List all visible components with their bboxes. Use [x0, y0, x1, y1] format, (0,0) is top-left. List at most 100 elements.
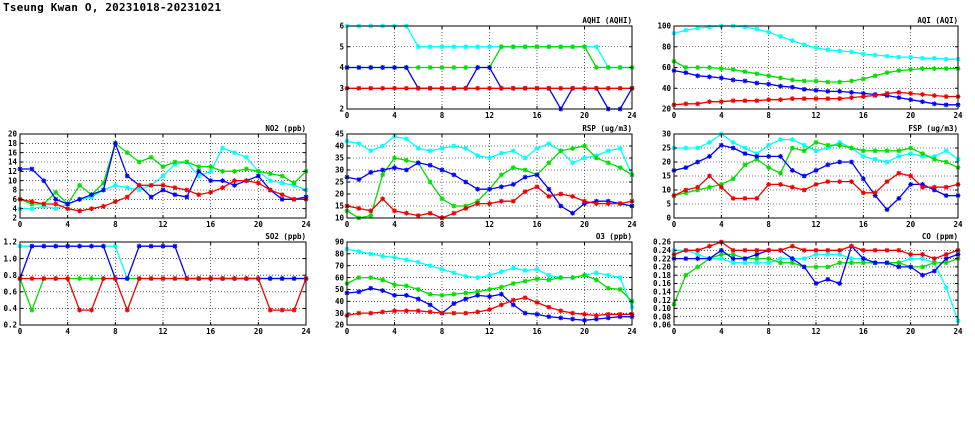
data-point [415, 85, 421, 91]
data-point [368, 65, 374, 70]
data-point [570, 160, 576, 166]
data-point [931, 55, 937, 61]
data-point [943, 56, 949, 62]
data-point [184, 187, 190, 193]
data-point [943, 260, 949, 266]
data-point [136, 187, 142, 193]
data-point [896, 90, 902, 95]
data-point [380, 65, 386, 70]
data-point [849, 49, 854, 55]
data-point [943, 102, 949, 108]
data-point [475, 85, 481, 91]
data-point [754, 256, 760, 261]
data-point [498, 44, 504, 50]
data-point [356, 310, 362, 316]
data-point [707, 99, 712, 105]
data-point [754, 196, 760, 201]
data-point [392, 255, 397, 260]
data-point [546, 85, 552, 91]
data-point [884, 53, 890, 59]
data-point [29, 307, 35, 313]
y-tick-label: 2 [339, 105, 344, 114]
data-point [813, 168, 819, 173]
data-point [860, 260, 866, 266]
data-point [522, 44, 528, 50]
data-point [380, 309, 386, 315]
data-point [558, 191, 564, 197]
data-point [718, 75, 724, 81]
data-point [172, 185, 178, 191]
data-point [160, 243, 166, 249]
y-tick-label: 10 [335, 214, 345, 223]
x-tick-label: 24 [627, 327, 637, 336]
data-point [534, 184, 540, 190]
data-point [849, 90, 854, 95]
data-point [742, 247, 748, 253]
data-point [837, 140, 843, 145]
data-point [29, 243, 35, 249]
data-point [546, 304, 552, 310]
data-point [707, 154, 712, 159]
data-point [718, 66, 724, 71]
data-point [754, 71, 760, 77]
y-tick-label: 70 [335, 261, 345, 270]
x-tick-label: 4 [65, 220, 70, 229]
data-point [267, 187, 273, 193]
data-point [801, 173, 807, 179]
data-point [148, 154, 154, 160]
data-point [920, 99, 925, 105]
data-point [53, 206, 59, 212]
data-point [931, 184, 937, 190]
y-tick-label: 6 [12, 195, 17, 204]
y-tick-label: 60 [335, 273, 345, 282]
x-tick-label: 0 [672, 327, 677, 336]
data-point [801, 187, 807, 193]
chart-title: FSP (ug/m3) [908, 124, 958, 133]
data-point [232, 168, 237, 174]
data-point [695, 187, 701, 193]
data-point [789, 145, 795, 151]
data-point [920, 151, 925, 156]
data-point [801, 142, 807, 148]
data-point [695, 184, 701, 190]
data-point [766, 256, 772, 261]
data-point [695, 264, 701, 270]
y-tick-label: 0.20 [653, 263, 672, 272]
x-tick-label: 16 [859, 111, 869, 120]
x-tick-label: 16 [859, 220, 869, 229]
x-tick-label: 4 [392, 327, 397, 336]
x-tick-label: 12 [158, 327, 167, 336]
data-point [475, 186, 481, 192]
data-point [593, 65, 599, 70]
data-point [754, 154, 760, 159]
data-point [943, 159, 949, 165]
data-point [570, 85, 576, 91]
series-line [346, 297, 632, 317]
data-point [439, 167, 445, 173]
data-point [415, 259, 421, 265]
data-point [380, 85, 386, 91]
data-point [380, 172, 386, 178]
page-title: Tseung Kwan O, 20231018-20231021 [3, 1, 222, 14]
data-point [896, 95, 902, 100]
data-point [683, 247, 689, 253]
data-point [498, 184, 504, 190]
y-tick-label: 30 [662, 130, 672, 139]
chart-title: O3 (ppb) [596, 232, 632, 241]
data-point [510, 198, 516, 204]
data-point [789, 38, 795, 43]
data-point [439, 310, 445, 316]
data-point [849, 260, 854, 266]
data-point [908, 54, 914, 60]
data-point [534, 146, 540, 151]
data-point [730, 67, 736, 72]
data-point [872, 260, 878, 266]
data-point [487, 65, 492, 70]
data-point [487, 307, 492, 312]
data-point [582, 198, 587, 204]
data-point [487, 294, 492, 299]
data-point [380, 277, 386, 283]
data-point [196, 164, 202, 170]
data-point [908, 256, 914, 261]
data-point [605, 315, 611, 321]
